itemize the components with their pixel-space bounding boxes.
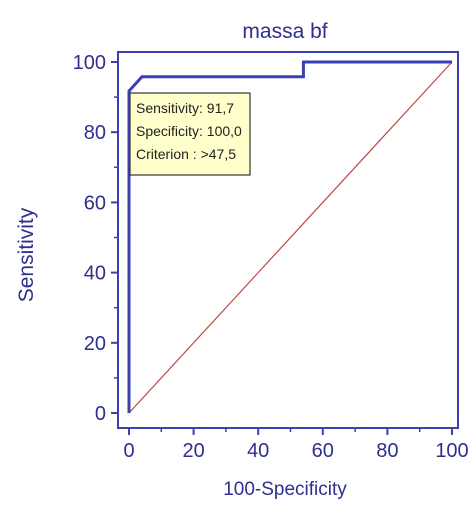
chart-title: massa bf	[242, 20, 327, 43]
plot-frame	[117, 51, 459, 429]
y-axis-label: Sensitivity	[15, 207, 38, 302]
series-layer	[127, 60, 453, 414]
annotation-line: Specificity: 100,0	[136, 123, 242, 139]
reference-diagonal-line	[128, 61, 453, 414]
y-tick-label: 100	[73, 52, 106, 74]
x-tick-label: 80	[376, 440, 398, 462]
x-tick-label: 20	[182, 440, 204, 462]
annotation-layer: Sensitivity: 91,7 Specificity: 100,0 Crite…	[129, 92, 251, 176]
x-tick-label: 0	[123, 440, 134, 462]
y-tick-label: 0	[95, 403, 106, 425]
annotation-line: Criterion : >47,5	[136, 146, 236, 162]
y-tick-label: 40	[84, 263, 106, 285]
y-tick-label: 80	[84, 122, 106, 144]
y-tick-label: 20	[84, 333, 106, 355]
x-tick-label: 60	[312, 440, 334, 462]
annotation-line: Sensitivity: 91,7	[136, 100, 234, 116]
y-tick-label: 60	[84, 192, 106, 214]
roc-curve-line	[127, 60, 452, 413]
x-tick-label: 100	[435, 440, 468, 462]
criterion-annotation-box	[129, 92, 251, 176]
x-axis-label: 100-Specificity	[223, 479, 347, 500]
axes-layer: 0 20 40 60 80 100 0 20 40 60 80 100	[73, 51, 469, 462]
x-tick-label: 40	[247, 440, 269, 462]
